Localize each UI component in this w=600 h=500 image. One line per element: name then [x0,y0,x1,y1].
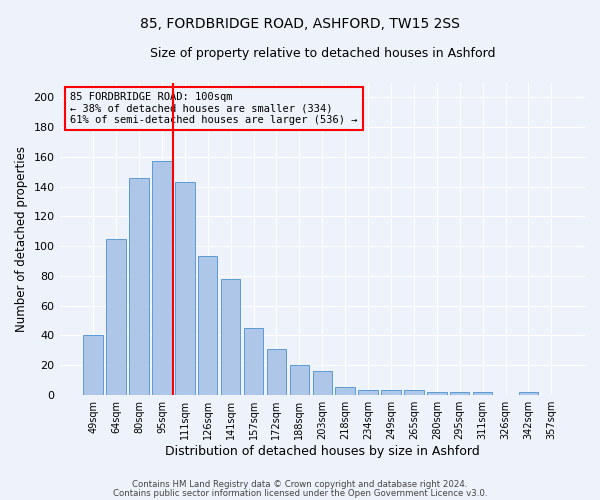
Bar [404,390,424,394]
Bar [221,278,241,394]
Bar [106,238,126,394]
Bar [152,162,172,394]
Text: 85, FORDBRIDGE ROAD, ASHFORD, TW15 2SS: 85, FORDBRIDGE ROAD, ASHFORD, TW15 2SS [140,18,460,32]
X-axis label: Distribution of detached houses by size in Ashford: Distribution of detached houses by size … [165,444,479,458]
Y-axis label: Number of detached properties: Number of detached properties [15,146,28,332]
Bar [129,178,149,394]
Bar [427,392,446,394]
Bar [244,328,263,394]
Bar [290,365,309,394]
Title: Size of property relative to detached houses in Ashford: Size of property relative to detached ho… [149,48,495,60]
Bar [358,390,378,394]
Text: Contains HM Land Registry data © Crown copyright and database right 2024.: Contains HM Land Registry data © Crown c… [132,480,468,489]
Bar [175,182,194,394]
Bar [83,335,103,394]
Bar [450,392,469,394]
Text: 85 FORDBRIDGE ROAD: 100sqm
← 38% of detached houses are smaller (334)
61% of sem: 85 FORDBRIDGE ROAD: 100sqm ← 38% of deta… [70,92,358,125]
Bar [381,390,401,394]
Bar [313,371,332,394]
Bar [335,388,355,394]
Bar [198,256,217,394]
Text: Contains public sector information licensed under the Open Government Licence v3: Contains public sector information licen… [113,489,487,498]
Bar [519,392,538,394]
Bar [473,392,493,394]
Bar [267,348,286,395]
